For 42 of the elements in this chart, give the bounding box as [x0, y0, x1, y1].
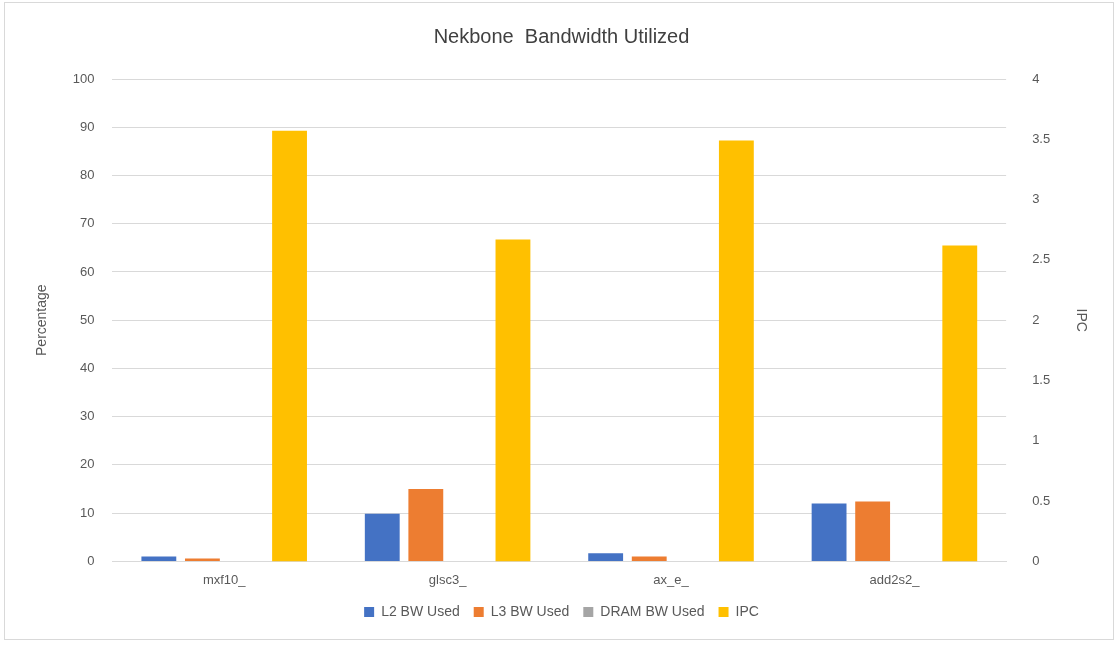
chart-title: Nekbone Bandwidth Utilized	[433, 24, 690, 47]
y-tick-label: 20	[80, 456, 95, 472]
y2-tick-label: 0.5	[1032, 492, 1051, 508]
y-tick-label: 80	[80, 167, 95, 183]
bar	[272, 130, 307, 562]
bar	[942, 245, 978, 562]
y-tick-label: 30	[80, 408, 95, 424]
y-tick-label: 60	[80, 263, 95, 279]
bar	[855, 501, 891, 561]
y2-tick-label: 4	[1032, 70, 1040, 86]
bar	[495, 239, 531, 562]
bar	[364, 513, 400, 561]
y2-axis-title: IPC	[1073, 308, 1090, 332]
legend-label: L2 BW Used	[381, 602, 460, 619]
legend-label: DRAM BW Used	[600, 602, 705, 619]
y2-tick-label: 0	[1032, 552, 1040, 568]
y2-tick-label: 3	[1032, 191, 1040, 207]
y2-tick-label: 2.5	[1032, 251, 1051, 267]
y-tick-label: 0	[87, 552, 95, 568]
y2-tick-label: 3.5	[1032, 130, 1051, 146]
bar	[631, 556, 667, 561]
y-tick-label: 10	[80, 504, 95, 520]
bar	[811, 503, 847, 561]
x-tick-label: mxf10_	[202, 571, 247, 587]
y-tick-label: 90	[80, 118, 95, 134]
bar	[141, 556, 177, 561]
y-tick-label: 100	[72, 70, 95, 86]
y2-tick-label: 2	[1032, 311, 1040, 327]
y-tick-label: 70	[80, 215, 95, 231]
legend-label: L3 BW Used	[490, 602, 570, 619]
bar	[408, 489, 444, 561]
y-tick-label: 50	[80, 311, 95, 327]
y2-tick-label: 1.5	[1032, 372, 1051, 388]
bar	[718, 140, 754, 562]
x-tick-label: glsc3_	[428, 571, 468, 587]
legend-label: IPC	[735, 602, 759, 619]
y-axis-title: Percentage	[33, 284, 50, 356]
y-tick-label: 40	[80, 360, 95, 376]
x-tick-label: add2s2_	[869, 571, 921, 587]
x-tick-label: ax_e_	[653, 571, 690, 587]
y2-tick-label: 1	[1032, 432, 1040, 448]
bar	[588, 553, 624, 561]
